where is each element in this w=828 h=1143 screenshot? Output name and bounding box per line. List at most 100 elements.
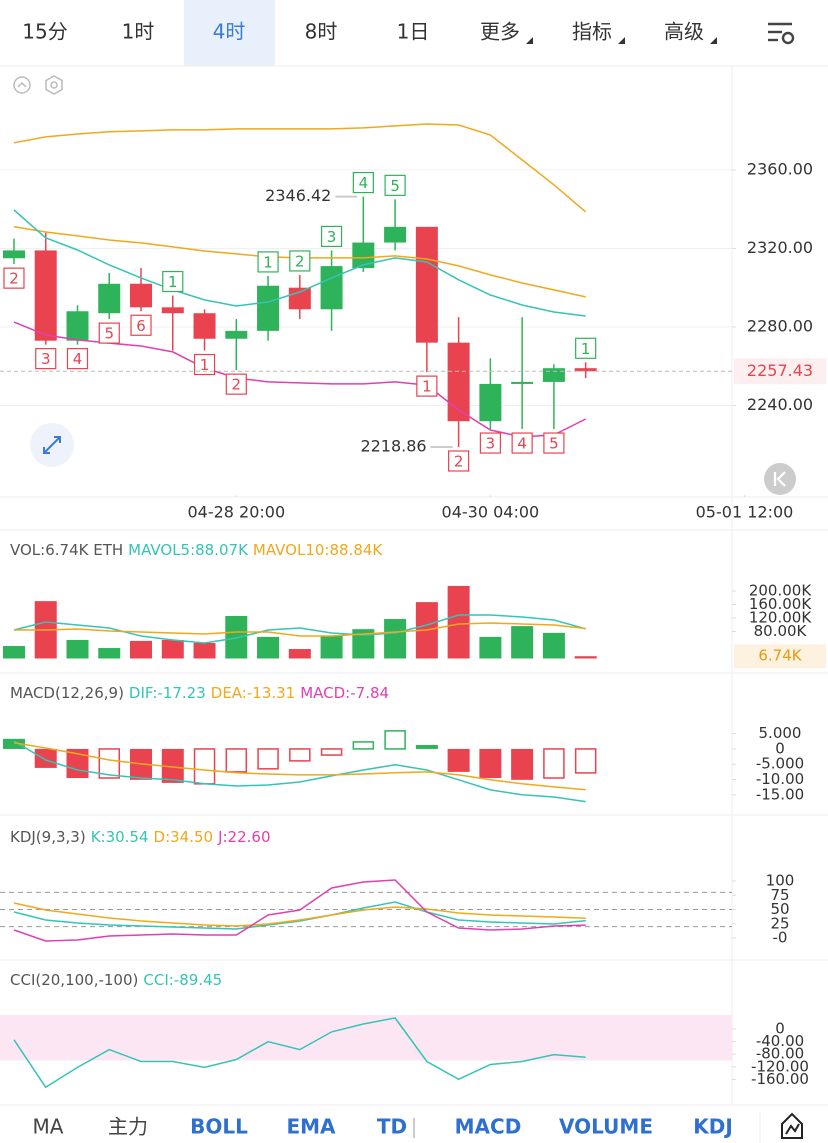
td-box bbox=[162, 270, 184, 293]
macd-bar bbox=[98, 748, 121, 779]
expand-icon[interactable] bbox=[30, 423, 74, 467]
y-tick-label: 25 bbox=[770, 914, 789, 932]
candle-body bbox=[98, 283, 121, 314]
td-box bbox=[448, 450, 470, 472]
indicator-tab[interactable]: VOLUME bbox=[559, 1115, 653, 1139]
td-count: 4 bbox=[517, 435, 527, 453]
indicator-header: KDJ(9,3,3) K:30.54 D:34.50 J:22.60 bbox=[10, 828, 271, 846]
x-tick-label: 05-01 12:00 bbox=[696, 503, 794, 522]
td-box bbox=[225, 373, 247, 395]
active-tab-bg bbox=[184, 0, 275, 66]
td-box bbox=[3, 267, 25, 289]
volume-bar bbox=[447, 585, 470, 659]
indicator-tab[interactable]: 主力 bbox=[108, 1115, 148, 1139]
settings-icon[interactable] bbox=[768, 22, 795, 45]
y-tick-label: 0 bbox=[775, 739, 785, 757]
indicator-header: VOL:6.74K ETH MAVOL5:88.07K MAVOL10:88.84K bbox=[10, 541, 383, 559]
td-count: 3 bbox=[327, 228, 337, 246]
legend-entry: MACD:-7.84 bbox=[300, 684, 389, 702]
last-price-label: 2257.43 bbox=[747, 361, 813, 380]
drawing-tool-icon[interactable] bbox=[781, 1112, 803, 1139]
legend-entry: DEA:-13.31 bbox=[211, 684, 295, 702]
indicator-line bbox=[13, 742, 586, 791]
scroll-back-icon[interactable] bbox=[764, 463, 796, 495]
volume-bar bbox=[288, 649, 311, 659]
candle-body bbox=[130, 283, 153, 308]
indicator-tab[interactable]: TD bbox=[377, 1115, 407, 1139]
legend-entry: D:34.50 bbox=[154, 828, 214, 846]
y-tick-label: 120.00K bbox=[749, 609, 812, 627]
indicator-tab[interactable]: EMA bbox=[286, 1115, 336, 1139]
tab[interactable]: 15分 bbox=[22, 20, 67, 44]
indicator-tab[interactable]: BOLL bbox=[190, 1115, 248, 1139]
tab[interactable]: 4时 bbox=[213, 20, 246, 44]
indicator-tab[interactable]: MACD bbox=[455, 1115, 522, 1139]
y-tick-label: 75 bbox=[770, 886, 789, 904]
td-box bbox=[35, 348, 57, 370]
td-count: 4 bbox=[359, 174, 369, 192]
indicator-line bbox=[13, 902, 586, 927]
td-box bbox=[289, 250, 311, 272]
cci-band bbox=[0, 1015, 732, 1061]
td-count: 1 bbox=[200, 356, 210, 374]
indicator-tab[interactable]: KDJ bbox=[693, 1115, 733, 1139]
volume-bar bbox=[98, 648, 121, 659]
y-tick-label: 2280.00 bbox=[747, 316, 813, 335]
candle-body bbox=[225, 330, 248, 339]
td-box bbox=[511, 432, 533, 454]
td-count: 1 bbox=[263, 253, 273, 271]
macd-bar bbox=[384, 730, 406, 750]
legend-entry: MACD(12,26,9) bbox=[10, 684, 124, 702]
legend-entry: CCI:-89.45 bbox=[143, 971, 222, 989]
td-box bbox=[479, 432, 501, 454]
volume-bar bbox=[320, 635, 343, 659]
tab[interactable]: 1日 bbox=[397, 20, 430, 44]
y-tick-label: -10.00 bbox=[756, 770, 804, 788]
indicator-tab[interactable]: MA bbox=[33, 1115, 64, 1139]
legend-entry: DIF:-17.23 bbox=[129, 684, 206, 702]
indicator-line bbox=[13, 740, 586, 803]
td-box bbox=[384, 174, 406, 196]
td-count: 1 bbox=[168, 273, 178, 291]
collapse-icon[interactable] bbox=[13, 76, 31, 94]
y-tick-label: 50 bbox=[770, 900, 789, 918]
macd-bar bbox=[479, 748, 502, 778]
macd-bar bbox=[34, 748, 57, 768]
indicator-line bbox=[13, 901, 586, 930]
candle-body bbox=[447, 342, 470, 422]
last-price-box bbox=[734, 358, 826, 385]
macd-bar bbox=[193, 748, 216, 785]
dropdown-caret bbox=[526, 37, 533, 44]
y-tick-label: 100 bbox=[766, 872, 795, 890]
tab[interactable]: 高级 bbox=[664, 20, 704, 44]
volume-bar bbox=[384, 619, 407, 659]
macd-bar bbox=[2, 738, 25, 749]
td-count: 2 bbox=[295, 252, 305, 270]
td-box bbox=[98, 322, 120, 344]
y-tick-label: -160.00 bbox=[751, 1070, 809, 1088]
volume-bar bbox=[479, 636, 502, 659]
macd-bar bbox=[161, 748, 184, 783]
y-tick-label: -0 bbox=[773, 929, 788, 947]
candle-body bbox=[34, 250, 57, 341]
td-count: 5 bbox=[549, 435, 559, 453]
dropdown-caret bbox=[710, 37, 717, 44]
y-tick-label: -80.00 bbox=[756, 1045, 804, 1063]
y-tick-label: 160.00K bbox=[749, 595, 812, 613]
macd-bar bbox=[289, 748, 311, 762]
tab[interactable]: 1时 bbox=[122, 20, 155, 44]
gear-icon[interactable] bbox=[45, 75, 63, 95]
macd-bar bbox=[543, 748, 565, 779]
tab[interactable]: 指标 bbox=[572, 20, 612, 44]
macd-bar bbox=[257, 748, 279, 770]
candle-body bbox=[574, 368, 597, 372]
indicator-line bbox=[13, 1017, 586, 1089]
volume-bar bbox=[511, 626, 534, 659]
tab[interactable]: 更多 bbox=[480, 20, 520, 44]
td-count: 4 bbox=[73, 350, 83, 368]
tab[interactable]: 8时 bbox=[305, 20, 338, 44]
y-tick-label: -120.00 bbox=[751, 1057, 809, 1075]
td-count: 3 bbox=[41, 350, 51, 368]
indicator-line bbox=[14, 622, 586, 637]
